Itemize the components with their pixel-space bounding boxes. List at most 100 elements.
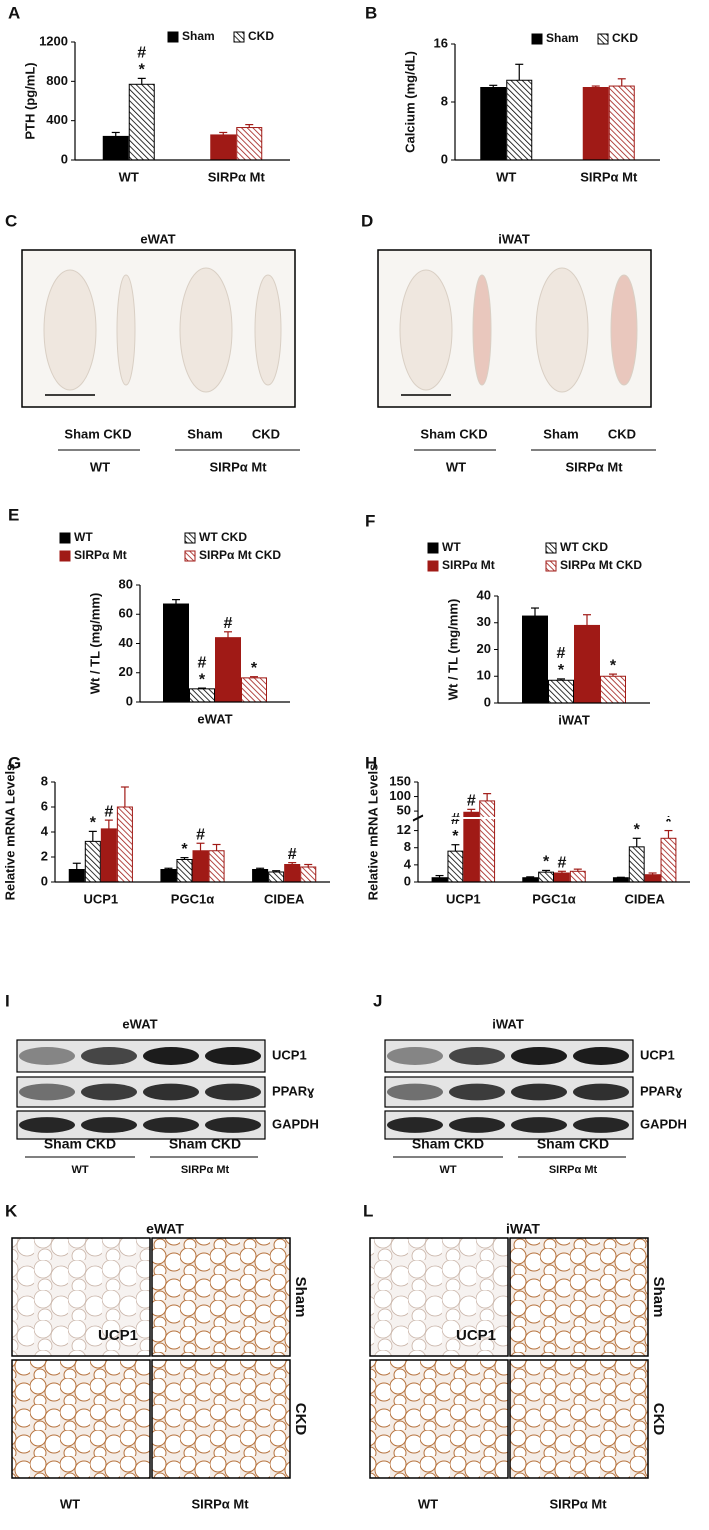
panel-title: eWAT [122, 1016, 157, 1031]
panel-title: iWAT [498, 231, 530, 246]
bar [210, 134, 237, 161]
significance-mark: * [665, 814, 672, 831]
bar [463, 811, 480, 883]
genotype-label: SIRPα Mt [209, 459, 267, 474]
row-label: Sham [650, 1277, 667, 1318]
x-tick-label: PGC1α [171, 891, 214, 906]
significance-mark: * [558, 662, 565, 679]
blot-band [511, 1117, 567, 1133]
band-label: UCP1 [640, 1047, 675, 1062]
row-label: CKD [292, 1403, 309, 1436]
significance-mark: * [251, 660, 258, 677]
bar [189, 688, 215, 703]
bar [522, 877, 539, 883]
blot-band [205, 1083, 261, 1101]
axis-break [412, 814, 424, 821]
blot-band [511, 1083, 567, 1101]
panel-letter: L [363, 1201, 373, 1220]
x-tick-label: PGC1α [532, 891, 575, 906]
tissue [179, 267, 233, 393]
column-label: SIRPα Mt [549, 1496, 607, 1511]
panel-letter: H [365, 753, 377, 772]
blot-band [143, 1117, 199, 1133]
y-tick-label: 0 [126, 693, 133, 708]
y-tick-label: 30 [477, 614, 491, 629]
blot-band [449, 1047, 505, 1065]
y-tick-label: 8 [404, 839, 411, 854]
bar [522, 615, 548, 704]
tissue [535, 267, 589, 393]
x-tick-label: WT [119, 169, 139, 184]
significance-mark: * [452, 828, 459, 845]
y-tick-label: 6 [41, 798, 48, 813]
blot-band [449, 1083, 505, 1101]
bar [300, 866, 317, 883]
blot-band [511, 1047, 567, 1065]
y-tick-label: 80 [119, 576, 133, 591]
x-tick-label: UCP1 [83, 891, 118, 906]
y-tick-label: 60 [119, 606, 133, 621]
stain-label: UCP1 [98, 1327, 138, 1344]
axis-break-gap [412, 817, 690, 819]
legend-swatch [597, 33, 609, 45]
bar [506, 79, 533, 161]
significance-mark: * [634, 822, 641, 839]
column-label: WT [418, 1496, 438, 1511]
panel-title: iWAT [492, 1016, 524, 1031]
legend-label: WT CKD [560, 540, 608, 554]
bar [548, 679, 574, 704]
bar [569, 870, 586, 883]
band-label: GAPDH [272, 1116, 319, 1131]
bar [600, 675, 626, 704]
blot-band [387, 1117, 443, 1133]
x-tick-label: iWAT [558, 712, 590, 727]
y-axis-label: PTH (pg/mL) [22, 62, 37, 139]
y-tick-label: 20 [119, 664, 133, 679]
y-tick-label: 50 [397, 803, 411, 818]
blot-band [387, 1083, 443, 1101]
x-tick-label: eWAT [197, 711, 232, 726]
panel-title: eWAT [146, 1221, 184, 1237]
bar [554, 872, 570, 883]
panel-letter: F [365, 511, 375, 530]
significance-mark: # [104, 803, 113, 820]
bar [160, 869, 177, 883]
significance-mark: # [557, 855, 566, 872]
bar [163, 603, 189, 703]
significance-mark: * [139, 62, 146, 79]
bar [241, 677, 267, 703]
y-tick-label: 0 [41, 873, 48, 888]
stain-label: UCP1 [456, 1327, 496, 1344]
sample-label: Sham CKD [64, 426, 131, 441]
bar [574, 624, 600, 704]
significance-mark: # [467, 793, 476, 810]
panel-letter: G [8, 753, 21, 772]
histology-image [369, 1359, 509, 1479]
bar [116, 806, 133, 883]
significance-mark: # [451, 811, 460, 828]
blot-band [573, 1047, 629, 1065]
tissue [472, 274, 492, 386]
histology-image [369, 1237, 509, 1357]
blot-band [81, 1083, 137, 1101]
significance-mark: # [557, 645, 566, 662]
panel-title: eWAT [140, 231, 175, 246]
blot-band [205, 1117, 261, 1133]
legend-label: WT [442, 540, 461, 554]
legend-swatch [184, 550, 196, 562]
band-label: PPARɣ [272, 1083, 315, 1098]
tissue [116, 274, 136, 386]
legend-label: WT CKD [199, 530, 247, 544]
panel-letter: A [8, 3, 20, 22]
bar [538, 871, 555, 883]
histology-image [151, 1237, 291, 1357]
sample-label: CKD [252, 426, 280, 441]
sample-label: Sham [543, 426, 578, 441]
bar [612, 877, 629, 883]
bar [660, 837, 677, 883]
blot-band [205, 1047, 261, 1065]
legend-swatch [167, 31, 179, 43]
bar [479, 800, 496, 883]
bar [192, 850, 209, 883]
